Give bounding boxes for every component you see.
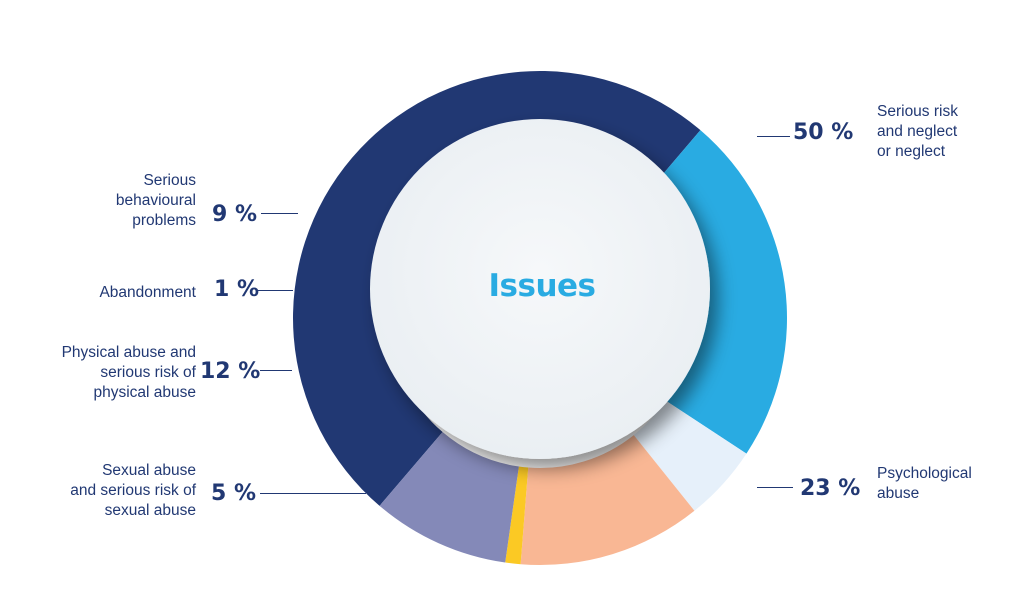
slice-physical-abuse (520, 435, 695, 565)
slice-label-sexual-abuse: Sexual abuse and serious risk of sexual … (70, 462, 196, 519)
slice-label-serious-risk-neglect: Serious risk and neglect or neglect (877, 103, 958, 160)
slice-value-psychological-abuse: 23 % (800, 476, 861, 501)
leader-line-serious-risk-neglect (757, 136, 790, 137)
slice-label-abandonment: Abandonment (99, 284, 196, 301)
slice-value-abandonment: 1 % (214, 277, 260, 302)
slice-sexual-abuse (633, 400, 747, 511)
leader-line-sexual-abuse (260, 493, 366, 494)
slice-label-physical-abuse: Physical abuse and serious risk of physi… (61, 344, 196, 401)
leader-line-abandonment (258, 290, 293, 291)
donut-center (370, 119, 710, 459)
chart-title: Issues (488, 268, 596, 304)
slice-value-behavioural-problems: 9 % (212, 202, 258, 227)
slice-value-physical-abuse: 12 % (200, 359, 261, 384)
slice-label-behavioural-problems: Serious behavioural problems (115, 172, 196, 229)
leader-line-behavioural-problems (261, 213, 298, 214)
leader-line-psychological-abuse (757, 487, 793, 488)
leader-line-physical-abuse (260, 370, 292, 371)
slice-abandonment (505, 466, 529, 565)
slice-value-sexual-abuse: 5 % (211, 481, 257, 506)
slice-value-serious-risk-neglect: 50 % (793, 120, 854, 145)
slice-label-psychological-abuse: Psychological abuse (877, 465, 972, 502)
slice-behavioural-problems (379, 432, 519, 563)
